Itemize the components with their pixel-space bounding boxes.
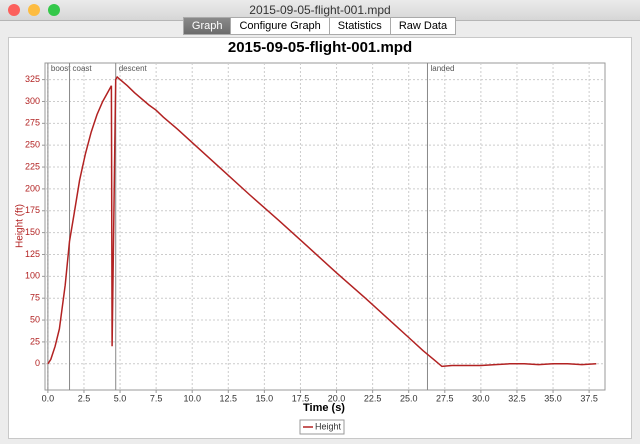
x-axis-label: Time (s) xyxy=(303,402,345,414)
y-tick-label: 175 xyxy=(25,205,40,215)
y-tick-label: 300 xyxy=(25,96,40,106)
x-tick-label: 7.5 xyxy=(150,393,163,403)
x-tick-label: 32.5 xyxy=(508,393,526,403)
tab[interactable]: Raw Data xyxy=(389,17,457,35)
y-tick-label: 100 xyxy=(25,271,40,281)
tab[interactable]: Configure Graph xyxy=(230,17,330,35)
plot-area xyxy=(44,62,606,391)
tab[interactable]: Graph xyxy=(182,17,232,35)
close-button[interactable] xyxy=(8,4,20,16)
y-tick-label: 50 xyxy=(30,314,40,324)
chart-title: 2015-09-05-flight-001.mpd xyxy=(228,39,412,56)
x-tick-label: 27.5 xyxy=(436,393,454,403)
y-tick-label: 75 xyxy=(30,293,40,303)
x-tick-label: 30.0 xyxy=(472,393,490,403)
y-tick-label: 275 xyxy=(25,118,40,128)
y-tick-label: 0 xyxy=(35,358,40,368)
phase-label: coast xyxy=(73,64,93,73)
x-tick-label: 15.0 xyxy=(256,393,274,403)
phase-label: boost xyxy=(51,64,71,73)
x-tick-label: 10.0 xyxy=(183,393,201,403)
x-tick-label: 12.5 xyxy=(220,393,238,403)
x-tick-label: 20.0 xyxy=(328,393,346,403)
x-tick-label: 22.5 xyxy=(364,393,382,403)
y-tick-label: 125 xyxy=(25,249,40,259)
x-tick-label: 37.5 xyxy=(580,393,598,403)
phase-label: descent xyxy=(119,64,148,73)
phase-label: landed xyxy=(430,64,454,73)
y-tick-label: 325 xyxy=(25,74,40,84)
y-tick-label: 25 xyxy=(30,336,40,346)
x-tick-label: 17.5 xyxy=(292,393,310,403)
y-axis-label: Height (ft) xyxy=(15,204,26,248)
y-tick-label: 250 xyxy=(25,140,40,150)
data-line xyxy=(47,75,597,368)
y-tick-label: 225 xyxy=(25,161,40,171)
tab-bar: Graph Configure Graph Statistics Raw Data xyxy=(0,17,640,35)
x-tick-label: 5.0 xyxy=(114,393,127,403)
x-tick-label: 2.5 xyxy=(78,393,91,403)
y-tick-label: 150 xyxy=(25,227,40,237)
y-tick-label: 200 xyxy=(25,183,40,193)
x-tick-label: 0.0 xyxy=(42,393,55,403)
x-tick-label: 25.0 xyxy=(400,393,418,403)
x-tick-label: 35.0 xyxy=(544,393,562,403)
legend-label: Height xyxy=(315,421,342,431)
zoom-button[interactable] xyxy=(48,4,60,16)
minimize-button[interactable] xyxy=(28,4,40,16)
legend-box xyxy=(299,419,345,435)
window-title: 2015-09-05-flight-001.mpd xyxy=(249,3,391,17)
